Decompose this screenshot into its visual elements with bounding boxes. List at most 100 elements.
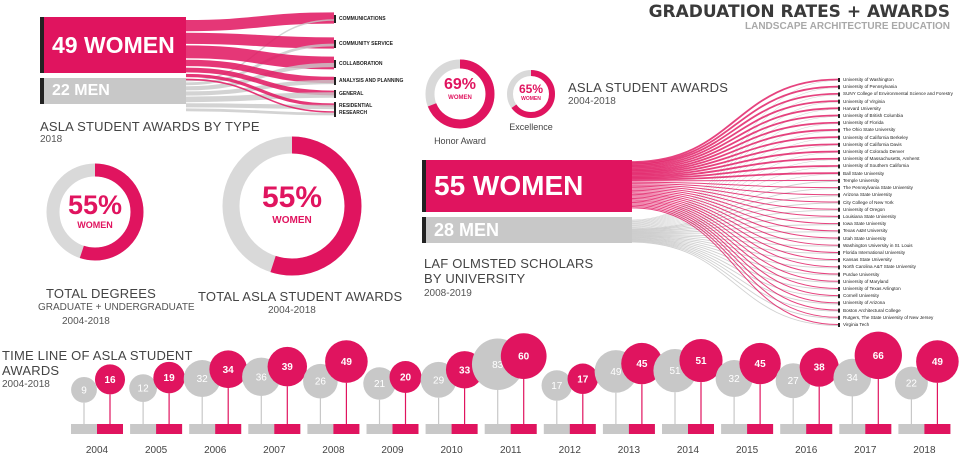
flow-women-6 <box>185 78 335 113</box>
uni-tick-12 <box>838 164 840 169</box>
awards-men-bar: 22 MEN <box>40 78 186 104</box>
flow-women-4 <box>185 67 335 96</box>
uni-flow-women-22 <box>631 191 839 239</box>
uni-flow-women-16 <box>631 183 839 196</box>
year-label-2004: 2004 <box>86 445 109 456</box>
degrees-women-label: WOMEN <box>77 220 113 230</box>
men-value-2017: 34 <box>847 373 859 384</box>
uni-tick-27 <box>838 272 840 277</box>
excellence-pct: 65% <box>518 82 544 96</box>
awards-type-title: ASLA STUDENT AWARDS BY TYPE <box>40 119 260 134</box>
uni-flow-women-13 <box>631 172 839 181</box>
uni-flow-women-24 <box>631 193 839 253</box>
timeline-women-segment-2006 <box>215 424 242 434</box>
women-bubble-2005 <box>153 361 185 394</box>
uni-flow-men-20 <box>631 224 839 234</box>
university-label: The Pennsylvania State University <box>843 185 913 191</box>
uni-flow-women-14 <box>631 179 839 182</box>
uni-flow-men-2 <box>631 94 839 222</box>
flow-men-4 <box>185 92 335 103</box>
university-label: Washington University in St. Louis <box>843 242 913 248</box>
uni-flow-women-34 <box>631 207 839 325</box>
flow-men-5 <box>185 103 335 110</box>
timeline-women-segment-2016 <box>806 424 833 434</box>
men-value-2007: 36 <box>256 372 268 383</box>
uni-tick-16 <box>838 193 840 198</box>
uni-tick-17 <box>838 200 840 205</box>
timeline-women-segment-2008 <box>333 424 360 434</box>
award-type-label: GENERAL <box>339 91 364 97</box>
degrees-sub1: GRADUATE + UNDERGRADUATE <box>38 302 195 313</box>
donut-charts <box>46 59 555 276</box>
uni-flow-men-7 <box>631 130 839 225</box>
women-value-2010: 33 <box>459 365 471 376</box>
year-label-2014: 2014 <box>677 445 700 456</box>
award-type-label: RESIDENTIAL <box>339 103 373 109</box>
women-value-2014: 51 <box>695 356 707 367</box>
uni-tick-21 <box>838 229 840 234</box>
women-bubble-2009 <box>389 361 422 393</box>
uni-flow-women-17 <box>631 184 839 203</box>
university-label: SUNY College of Environmental Science an… <box>843 91 953 97</box>
category-tick-0 <box>334 15 336 23</box>
award-type-label: ANALYSIS AND PLANNING <box>339 78 404 84</box>
uni-tick-18 <box>838 207 840 212</box>
uni-flow-women-20 <box>631 188 839 225</box>
degrees-title: TOTAL DEGREES <box>46 286 156 301</box>
uni-flow-men-19 <box>631 216 839 233</box>
uni-flow-women-9 <box>631 143 839 176</box>
men-value-2011: 83 <box>492 360 504 371</box>
uni-flow-men-16 <box>631 195 839 231</box>
uni-tick-23 <box>838 243 840 248</box>
women-bubble-2004 <box>95 364 125 395</box>
women-value-2016: 38 <box>814 363 826 374</box>
men-value-2005: 12 <box>138 384 150 395</box>
scholars-women-bar: 55 WOMEN <box>422 160 632 212</box>
timeline-women-segment-2015 <box>747 424 774 434</box>
university-label: University of Virginia <box>843 98 885 104</box>
uni-flow-women-12 <box>631 165 839 180</box>
university-label: Boston Architectural College <box>843 307 901 313</box>
uni-tick-19 <box>838 214 840 219</box>
year-label-2011: 2011 <box>500 445 522 456</box>
uni-flow-women-32 <box>631 204 839 311</box>
women-bubble-2018 <box>916 340 959 383</box>
scholars-flows <box>631 78 840 327</box>
uni-flow-women-19 <box>631 187 839 217</box>
women-bubble-2008 <box>325 340 368 383</box>
total-awards-ring-arc <box>222 136 362 276</box>
uni-tick-31 <box>838 301 840 306</box>
timeline-women-segment-2011 <box>510 424 537 434</box>
flow-men-3 <box>185 79 335 96</box>
university-label: University of Southern California <box>843 163 909 169</box>
men-bubble-2009 <box>363 367 396 400</box>
total-awards-pct: 55% <box>261 181 323 214</box>
uni-tick-34 <box>838 323 840 327</box>
university-label: University of Washington <box>843 77 894 82</box>
uni-flow-men-31 <box>631 239 839 305</box>
uni-flow-men-27 <box>631 237 839 276</box>
uni-tick-9 <box>838 142 840 147</box>
asla-awards-sub: 2004-2018 <box>568 96 616 107</box>
uni-flow-men-21 <box>631 231 839 235</box>
university-label: City College of New York <box>843 199 894 205</box>
degrees-pct: 55% <box>67 190 123 220</box>
uni-flow-women-15 <box>631 181 839 189</box>
uni-flow-women-25 <box>631 195 839 261</box>
women-value-2018: 49 <box>932 357 944 368</box>
women-bubble-2012 <box>567 363 599 395</box>
women-value-2012: 17 <box>577 374 589 385</box>
year-label-2013: 2013 <box>618 445 641 456</box>
category-tick-2 <box>334 60 336 68</box>
scholars-title-1: LAF OLMSTED SCHOLARS <box>424 256 594 271</box>
uni-flow-women-1 <box>631 85 839 165</box>
men-value-2012: 17 <box>551 381 563 392</box>
category-tick-3 <box>334 77 336 85</box>
category-tick-6 <box>334 109 336 117</box>
uni-flow-women-10 <box>631 150 839 177</box>
excellence-caption: Excellence <box>509 122 553 132</box>
year-label-2016: 2016 <box>795 445 818 456</box>
university-label: Florida International University <box>843 249 906 255</box>
men-value-2010: 29 <box>433 375 445 386</box>
uni-flow-women-18 <box>631 185 839 210</box>
